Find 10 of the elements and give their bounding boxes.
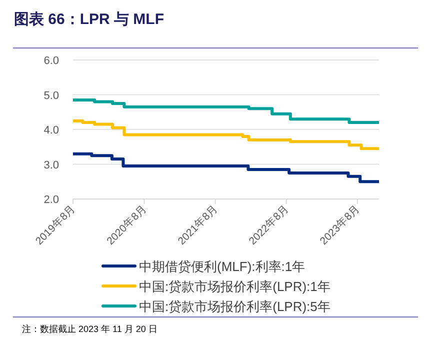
- legend-label: 中国:贷款市场报价利率(LPR):1年: [139, 279, 330, 294]
- y-tick-label: 3.0: [44, 159, 59, 172]
- y-tick-label: 4.0: [44, 124, 59, 136]
- legend-label: 中国:贷款市场报价利率(LPR):5年: [139, 299, 330, 314]
- legend-label: 中期借贷便利(MLF):利率:1年: [139, 259, 306, 274]
- y-tick-label: 6.0: [44, 55, 59, 67]
- chart-title: 图表 66：LPR 与 MLF: [14, 11, 164, 28]
- y-tick-label: 5.0: [44, 90, 59, 102]
- y-tick-label: 2.0: [44, 194, 59, 206]
- text: 注：数据截止 2023 年 11 月 20 日: [22, 324, 158, 334]
